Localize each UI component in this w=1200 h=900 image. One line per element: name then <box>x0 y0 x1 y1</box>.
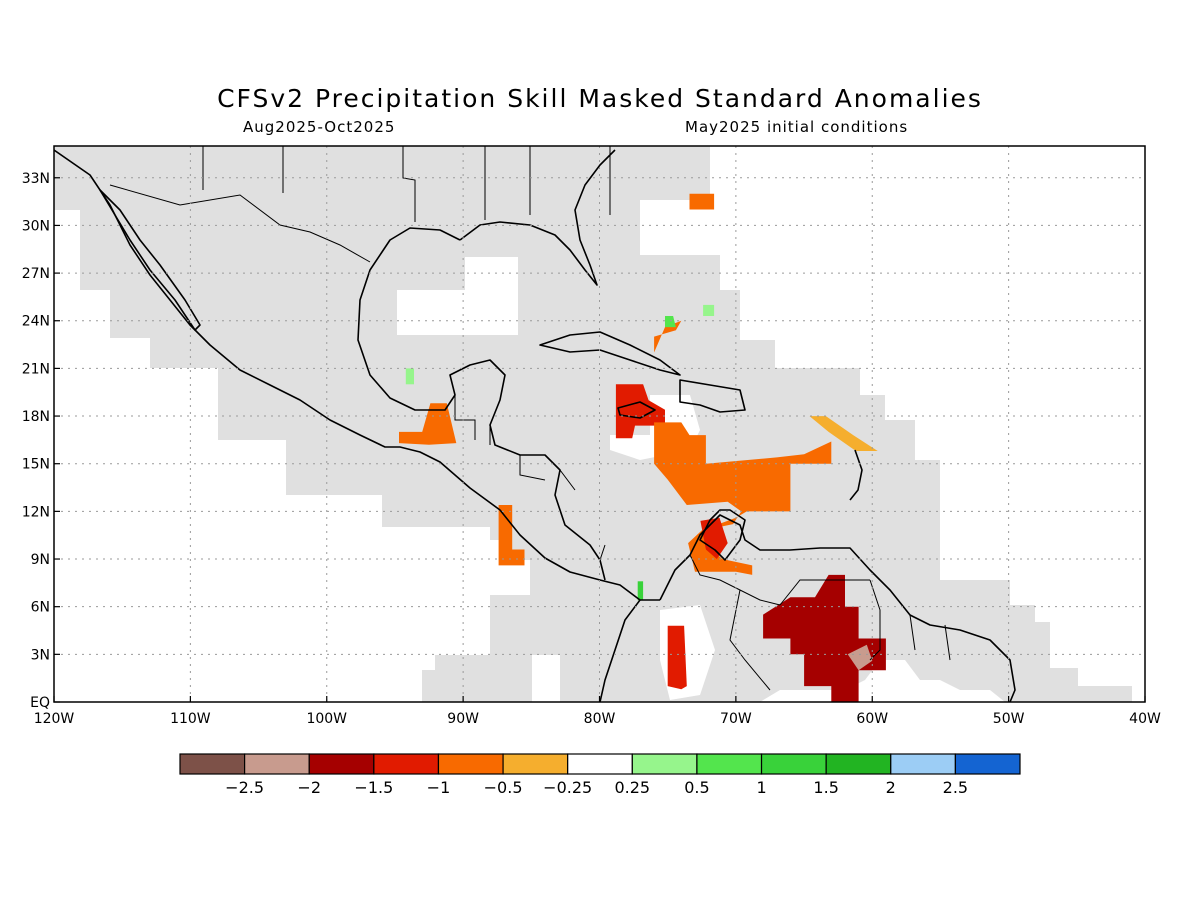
colorbar-swatch <box>890 753 956 775</box>
x-tick-label: 40W <box>1129 711 1161 727</box>
colorbar-label: 0.25 <box>614 778 650 797</box>
colorbar-swatch <box>179 753 246 775</box>
y-tick-label: 12N <box>22 504 50 520</box>
y-tick-label: 33N <box>22 171 50 187</box>
colorbar-swatch <box>567 753 633 775</box>
colorbar-label: 1 <box>756 778 766 797</box>
colorbar-label: −0.5 <box>484 778 523 797</box>
colorbar-label: 1.5 <box>813 778 838 797</box>
coastlines <box>54 149 1016 702</box>
anomaly-bermuda-area <box>689 193 715 210</box>
x-tick-label: 110W <box>170 711 211 727</box>
colorbar-label: −2 <box>297 778 321 797</box>
colorbar-swatch <box>631 753 698 775</box>
y-tick-label: 30N <box>22 218 50 234</box>
anomaly-jamaica <box>615 384 665 439</box>
y-tick-label: 21N <box>22 361 50 377</box>
anomaly-bahamas <box>654 320 682 353</box>
colorbar-swatch <box>244 753 310 775</box>
anomaly-guiana-dark <box>763 574 886 702</box>
forecast-period: Aug2025-Oct2025 <box>243 118 396 136</box>
skill-mask-region <box>54 146 1132 702</box>
anomaly-atlantic-green <box>703 304 715 316</box>
y-tick-label: 24N <box>22 314 50 330</box>
colorbar-swatch <box>437 753 504 775</box>
x-tick-label: 60W <box>856 711 888 727</box>
anomaly-lesser-antilles <box>809 416 878 451</box>
anomaly-colombia-green <box>637 581 644 601</box>
anomaly-colombia-south <box>667 625 687 690</box>
x-tick-label: 50W <box>993 711 1025 727</box>
y-tick-label: 9N <box>31 552 50 568</box>
unmasked-gulf-west <box>397 290 465 335</box>
y-tick-label: 27N <box>22 266 50 282</box>
colorbar-swatch <box>954 753 1021 775</box>
colorbar-swatch <box>373 753 440 775</box>
x-tick-label: 70W <box>720 711 752 727</box>
colorbar-label: 2.5 <box>943 778 968 797</box>
y-tick-label: EQ <box>30 695 50 711</box>
colorbar: −2.5 −2 −1.5 −1 −0.5 −0.25 0.25 0.5 1 1.5 2 2.5 <box>179 753 1021 797</box>
anomaly-guiana-pink <box>847 644 873 671</box>
y-tick-label: 3N <box>31 647 50 663</box>
anomaly-yucatan-green <box>405 368 414 385</box>
y-tick-label: 6N <box>31 600 50 616</box>
colorbar-label: −2.5 <box>225 778 264 797</box>
anomaly-pacific-guatemala <box>498 505 525 566</box>
colorbar-swatch <box>825 753 892 775</box>
axes: 120W 110W 100W 90W 80W 70W 60W 50W 40W EQ 3N 6N 9N 12… <box>22 171 1161 727</box>
colorbar-label: −1.5 <box>354 778 393 797</box>
x-tick-label: 100W <box>306 711 347 727</box>
x-tick-label: 90W <box>447 711 479 727</box>
unmasked-gulf-east <box>465 257 518 335</box>
colorbar-label: 0.5 <box>684 778 709 797</box>
colorbar-label: 2 <box>886 778 896 797</box>
colorbar-label: −0.25 <box>543 778 592 797</box>
x-tick-label: 120W <box>34 711 75 727</box>
gridlines <box>54 146 1145 702</box>
unmasked-pacific <box>532 655 560 702</box>
colorbar-label: −1 <box>427 778 451 797</box>
anomaly-bahamas-green <box>665 316 676 328</box>
x-tick-label: 80W <box>584 711 616 727</box>
chart-title: CFSv2 Precipitation Skill Masked Standar… <box>217 84 983 113</box>
colorbar-swatch <box>502 753 569 775</box>
y-tick-label: 18N <box>22 409 50 425</box>
initial-conditions: May2025 initial conditions <box>685 118 909 136</box>
anomaly-gulf-of-honduras <box>399 403 457 445</box>
colorbar-swatch <box>760 753 827 775</box>
colorbar-swatch <box>696 753 763 775</box>
colorbar-swatch <box>308 753 375 775</box>
y-tick-label: 15N <box>22 457 50 473</box>
